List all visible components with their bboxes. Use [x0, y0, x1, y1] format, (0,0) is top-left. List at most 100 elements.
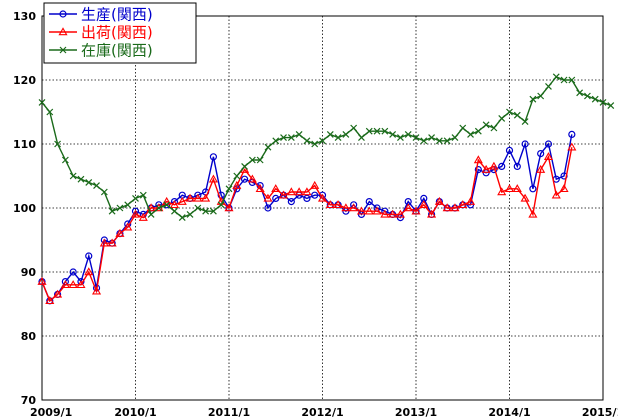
data-point — [544, 140, 553, 148]
data-point — [465, 196, 476, 205]
grid — [42, 16, 603, 400]
data-point — [278, 190, 289, 199]
data-point — [482, 121, 490, 129]
data-point — [505, 146, 514, 154]
data-point — [520, 193, 530, 202]
data-point — [209, 207, 217, 215]
data-point — [272, 137, 280, 145]
data-point — [358, 134, 365, 142]
data-point — [271, 184, 281, 193]
y-tick-label: 100 — [13, 202, 36, 215]
data-point — [513, 162, 521, 170]
data-point — [132, 194, 139, 202]
data-point — [60, 280, 70, 289]
data-point — [427, 209, 437, 218]
data-point — [54, 140, 62, 148]
axes: 70 80 90 100 110 120 130 2009/1 2010/1 2011/1 2012… — [13, 10, 618, 419]
data-point — [46, 108, 54, 116]
data-point — [61, 156, 69, 164]
data-point — [248, 156, 256, 164]
data-point — [403, 203, 413, 212]
data-point — [342, 130, 350, 138]
data-point — [186, 210, 194, 218]
data-point — [138, 212, 148, 221]
data-point — [232, 180, 242, 189]
data-point — [247, 174, 257, 183]
data-point — [272, 194, 280, 202]
data-point — [155, 204, 163, 212]
data-point — [543, 152, 554, 161]
data-point — [193, 193, 203, 202]
data-point — [171, 207, 178, 215]
data-point — [489, 161, 499, 170]
data-point — [420, 137, 428, 145]
data-point — [404, 130, 412, 138]
legend-label: 生産(関西) — [81, 6, 153, 24]
data-point — [264, 143, 272, 151]
data-point — [217, 201, 225, 209]
data-point — [568, 76, 576, 84]
data-point — [287, 198, 295, 206]
data-point — [255, 184, 265, 193]
data-point — [451, 134, 459, 142]
data-point — [458, 200, 468, 209]
data-point — [512, 184, 522, 193]
data-point — [419, 200, 429, 209]
data-point — [395, 209, 405, 218]
data-point — [319, 137, 326, 145]
data-point — [177, 196, 187, 205]
series-1 — [38, 130, 576, 305]
data-point — [264, 204, 272, 212]
data-point — [286, 187, 296, 196]
series-layer — [37, 73, 615, 305]
data-point — [333, 200, 343, 209]
data-point — [85, 252, 93, 260]
data-point — [349, 203, 359, 212]
legend-marker — [59, 46, 67, 54]
data-point — [528, 209, 538, 218]
data-point — [169, 200, 180, 209]
data-point — [498, 114, 506, 122]
data-point — [428, 134, 436, 142]
data-point — [93, 182, 100, 190]
data-point — [115, 228, 125, 237]
x-tick-label: 2011/1 — [208, 406, 250, 419]
data-point — [194, 204, 202, 212]
data-point — [559, 184, 569, 193]
legend-marker — [58, 27, 68, 36]
series-line — [41, 134, 573, 302]
x-tick-label: 2015/1 — [582, 406, 618, 419]
data-point — [146, 203, 156, 212]
legend-box — [43, 2, 197, 64]
data-point — [396, 134, 404, 142]
data-point — [583, 92, 591, 100]
data-point — [123, 222, 133, 231]
data-point — [435, 137, 443, 145]
x-tick-label: 2012/1 — [301, 406, 343, 419]
data-point — [38, 98, 46, 106]
series-line — [41, 147, 573, 302]
data-point — [498, 162, 506, 170]
data-point — [287, 134, 295, 142]
data-point — [450, 203, 460, 212]
data-point — [599, 98, 607, 106]
y-tick-label: 130 — [13, 10, 36, 23]
data-point — [537, 150, 545, 158]
data-point — [208, 174, 218, 183]
data-point — [241, 162, 249, 170]
plot-frame — [41, 15, 604, 401]
data-point — [310, 180, 320, 189]
data-point — [302, 187, 312, 196]
data-point — [91, 286, 102, 295]
data-point — [45, 296, 55, 305]
data-point — [303, 137, 311, 145]
data-point — [147, 210, 155, 218]
data-point — [69, 172, 77, 180]
data-point — [350, 124, 358, 132]
data-point — [139, 191, 147, 199]
data-point — [434, 196, 444, 205]
data-point — [209, 153, 218, 161]
data-point — [552, 73, 560, 81]
